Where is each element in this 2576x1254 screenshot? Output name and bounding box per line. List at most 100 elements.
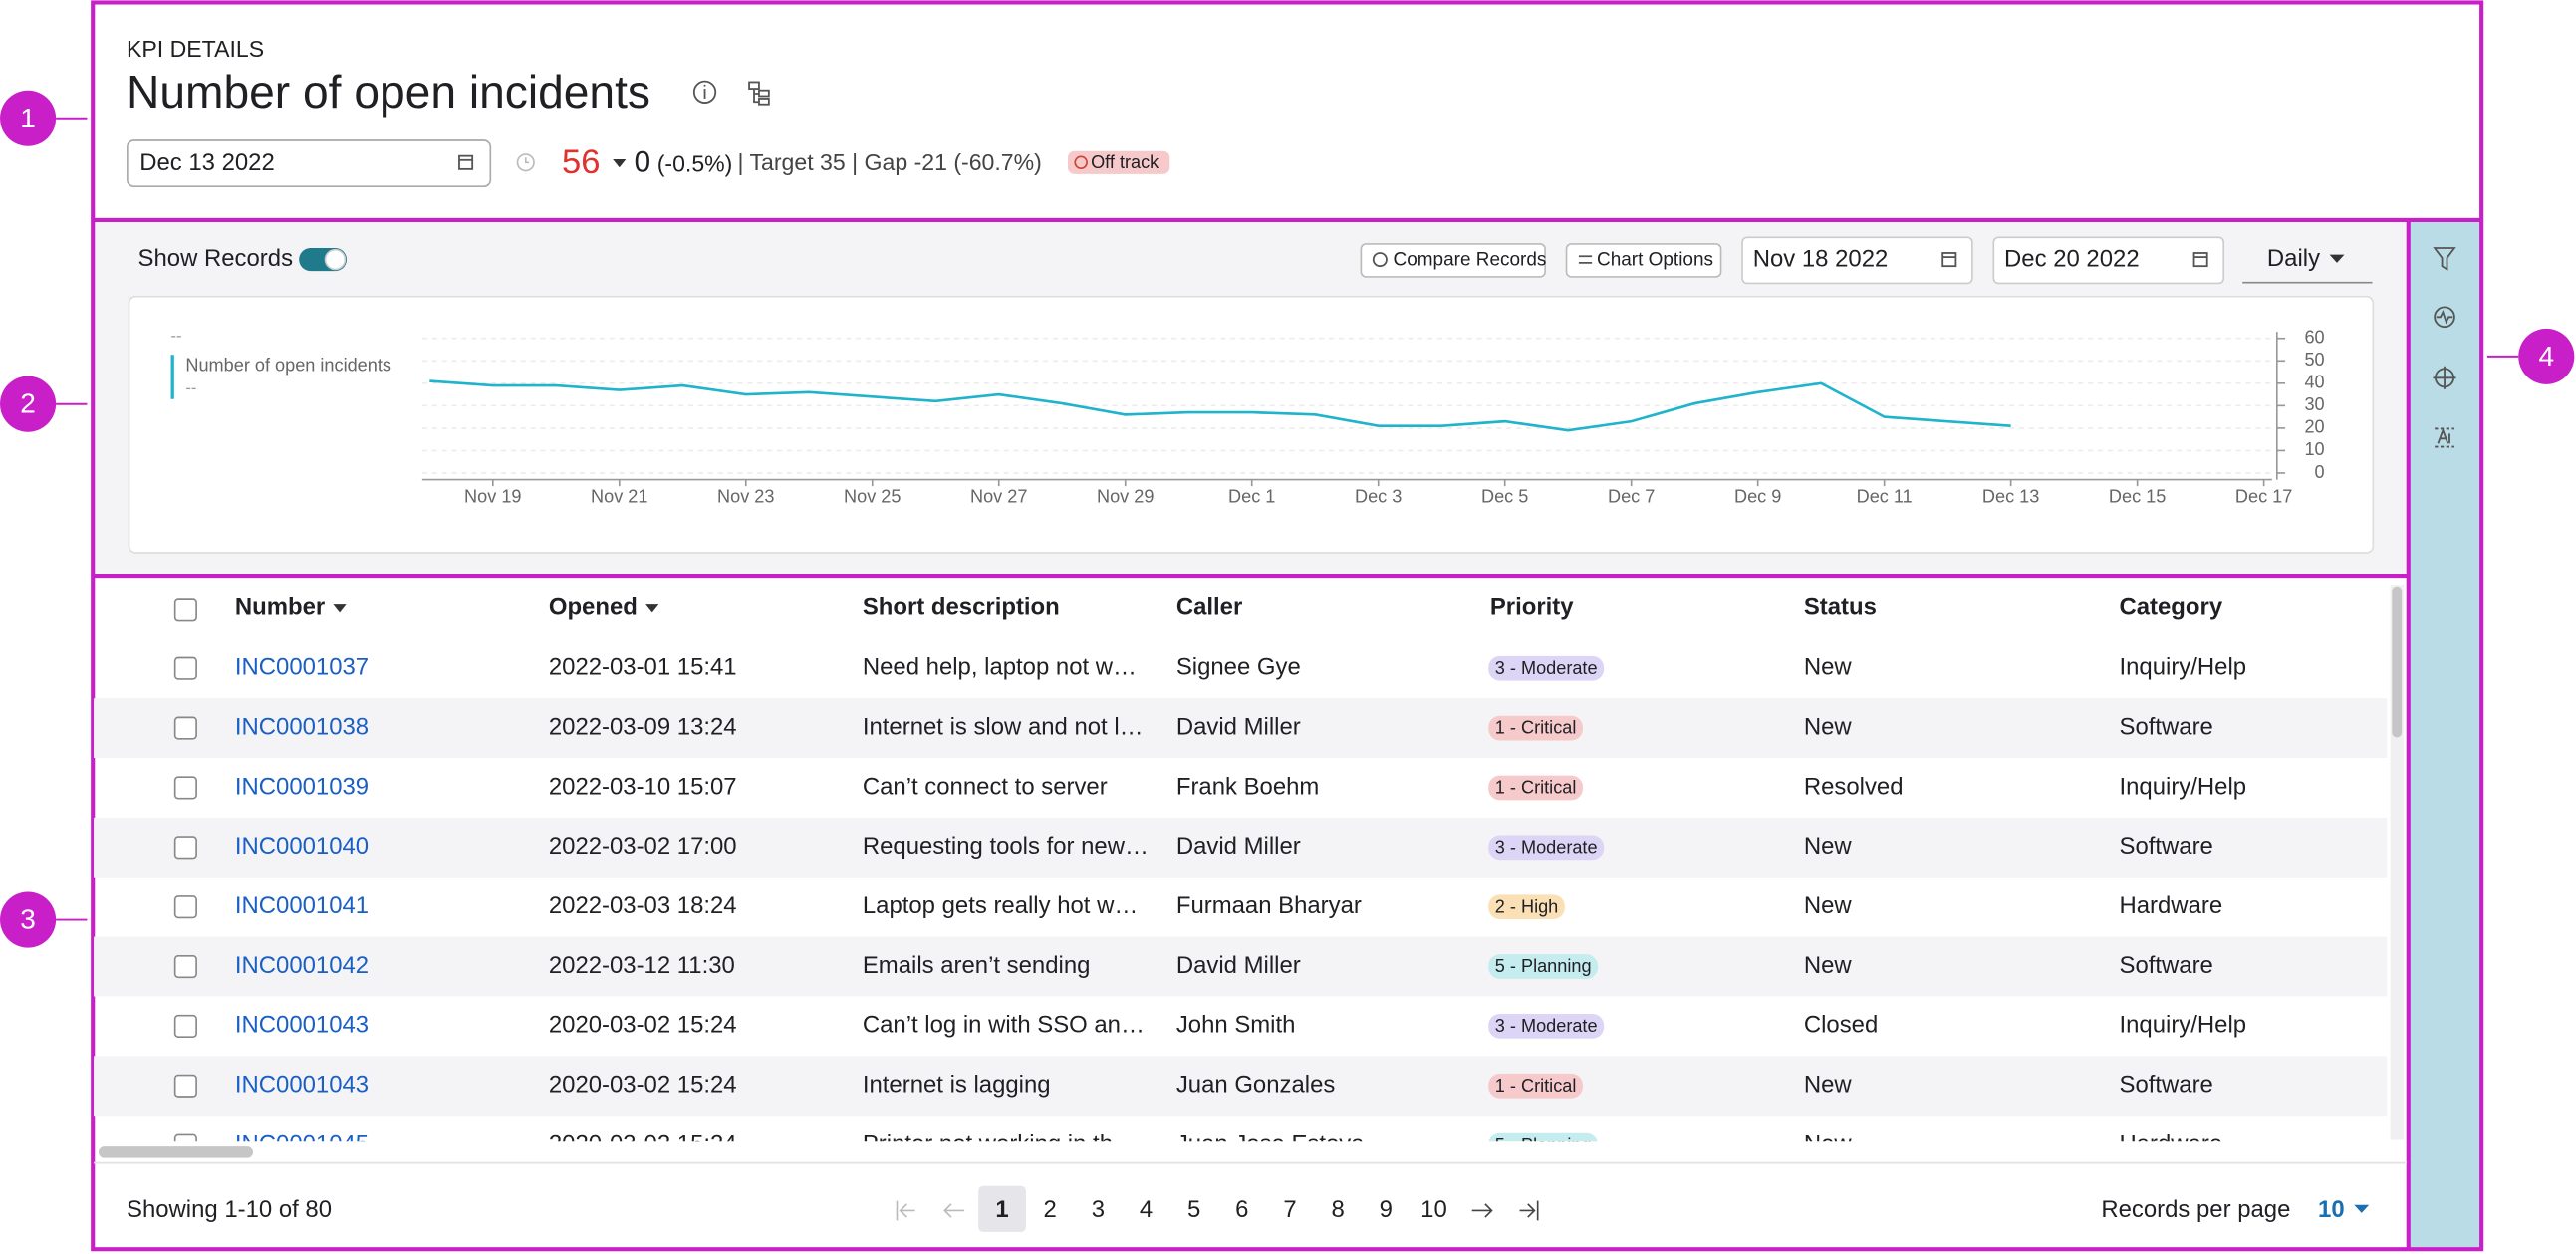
- cell-text: 2020-03-02 15:24: [549, 1072, 737, 1099]
- priority-pill: [1488, 954, 1599, 979]
- info-icon[interactable]: [692, 80, 717, 104]
- priority-label: 3 - Moderate: [1495, 1016, 1598, 1036]
- sort-arrow: [645, 604, 659, 613]
- cell-text: 2022-03-01 15:41: [549, 654, 737, 681]
- incident-link[interactable]: INC0001043: [235, 1012, 369, 1039]
- frame-outer: [91, 0, 2484, 1252]
- row-checkbox[interactable]: [173, 955, 197, 979]
- h-scroll-thumb[interactable]: [98, 1146, 254, 1158]
- end-date-input[interactable]: [1992, 236, 2225, 285]
- row-checkbox[interactable]: [173, 836, 197, 860]
- cell-text: Laptop gets really hot w…: [863, 892, 1138, 919]
- row-checkbox[interactable]: [173, 895, 197, 919]
- page-number[interactable]: 2: [1044, 1196, 1057, 1223]
- row-band: [94, 698, 2388, 759]
- next-page[interactable]: [1471, 1203, 1493, 1218]
- incident-link[interactable]: INC0001041: [235, 892, 369, 919]
- column-header[interactable]: Number: [235, 594, 325, 621]
- filter-icon[interactable]: [2433, 247, 2456, 272]
- row-checkbox[interactable]: [173, 598, 197, 622]
- start-date-input[interactable]: [1741, 236, 1973, 285]
- incident-link[interactable]: INC0001039: [235, 773, 369, 800]
- cell-text: 2020-03-02 15:24: [549, 1012, 737, 1039]
- cell-text: John Smith: [1176, 1012, 1296, 1039]
- priority-pill: [1488, 775, 1583, 801]
- prev-page[interactable]: [943, 1203, 965, 1218]
- column-header[interactable]: Opened: [549, 594, 638, 621]
- first-page[interactable]: [896, 1200, 915, 1221]
- x-tick-label: Dec 5: [1481, 487, 1528, 507]
- page-title: Number of open incidents: [127, 66, 650, 118]
- x-tick-label: Dec 13: [1982, 487, 2039, 507]
- priority-pill: [1488, 655, 1605, 681]
- page-number[interactable]: 5: [1187, 1196, 1200, 1223]
- calendar-icon[interactable]: [458, 154, 474, 170]
- incident-link[interactable]: INC0001043: [235, 1072, 369, 1099]
- cell-text: 2022-03-10 15:07: [549, 773, 737, 800]
- incident-link[interactable]: INC0001045: [235, 1130, 369, 1157]
- row-checkbox[interactable]: [173, 1014, 197, 1038]
- priority-pill: [1488, 894, 1565, 920]
- incident-link[interactable]: INC0001040: [235, 833, 369, 860]
- page-number[interactable]: 3: [1092, 1196, 1105, 1223]
- kpi-change-pct: (-0.5%): [657, 151, 733, 177]
- x-tick-label: Dec 9: [1734, 487, 1781, 507]
- eyebrow: KPI DETAILS: [127, 36, 264, 62]
- date-input-value: Dec 13 2022: [139, 149, 275, 176]
- column-header: Status: [1804, 594, 1877, 621]
- cell-text: Closed: [1804, 1012, 1878, 1039]
- cell-text: David Miller: [1176, 713, 1301, 740]
- cell-text: Furmaan Bharyar: [1176, 892, 1362, 919]
- incident-link[interactable]: INC0001037: [235, 654, 369, 681]
- page-number[interactable]: 1: [995, 1196, 1008, 1223]
- row-checkbox[interactable]: [173, 716, 197, 740]
- page-number[interactable]: 10: [1420, 1196, 1447, 1223]
- date-input[interactable]: [127, 139, 492, 188]
- callout: [0, 90, 57, 146]
- compare-button[interactable]: [1360, 243, 1546, 278]
- page-number[interactable]: 8: [1331, 1196, 1344, 1223]
- cell-text: Inquiry/Help: [2119, 773, 2246, 800]
- incident-link[interactable]: INC0001042: [235, 952, 369, 979]
- x-tick-label: Nov 27: [970, 487, 1027, 507]
- target-icon[interactable]: [2433, 366, 2456, 389]
- annotation-icon[interactable]: [2435, 427, 2454, 448]
- row-checkbox[interactable]: [173, 776, 197, 800]
- last-page[interactable]: [1519, 1200, 1539, 1221]
- cell-text: David Miller: [1176, 833, 1301, 860]
- clock-icon: [516, 153, 535, 172]
- cell-text: Internet is slow and not l…: [863, 713, 1144, 740]
- current-page-bg: [978, 1185, 1026, 1232]
- hierarchy-icon[interactable]: [748, 81, 770, 106]
- page-number[interactable]: 9: [1380, 1196, 1393, 1223]
- activity-icon[interactable]: [2434, 306, 2455, 329]
- y2-tick-label: 20: [2304, 417, 2324, 437]
- dropdown-arrow: [2329, 254, 2345, 263]
- x-tick-label: Dec 3: [1355, 487, 1402, 507]
- page-number[interactable]: 7: [1283, 1196, 1296, 1223]
- side-panel: [2408, 221, 2481, 1249]
- callout-number: 4: [2538, 341, 2554, 372]
- v-scroll-thumb[interactable]: [2392, 586, 2403, 738]
- status-label: Off track: [1091, 152, 1159, 172]
- page-number[interactable]: 6: [1235, 1196, 1248, 1223]
- column-header: Short description: [863, 594, 1060, 621]
- row-checkbox[interactable]: [173, 1133, 197, 1155]
- page-number[interactable]: 4: [1140, 1196, 1153, 1223]
- interval-select[interactable]: Daily: [2267, 245, 2320, 272]
- incident-link[interactable]: INC0001038: [235, 713, 369, 740]
- chart-options-button[interactable]: [1565, 243, 1722, 278]
- callout-number: 3: [20, 904, 36, 935]
- priority-label: 1 - Critical: [1495, 778, 1577, 798]
- priority-label: 3 - Moderate: [1495, 658, 1598, 678]
- per-page-select[interactable]: 10: [2318, 1196, 2345, 1223]
- cell-text: Frank Boehm: [1176, 773, 1320, 800]
- row-checkbox[interactable]: [173, 656, 197, 680]
- calendar-icon: [1941, 252, 1957, 268]
- series-line: [429, 379, 2011, 432]
- row-checkbox[interactable]: [173, 1074, 197, 1098]
- cell-text: Inquiry/Help: [2119, 654, 2246, 681]
- cell-text: Can’t log in with SSO an…: [863, 1012, 1145, 1039]
- dropdown-arrow: [2354, 1204, 2370, 1213]
- cell-text: Printer not working in th…: [863, 1130, 1137, 1157]
